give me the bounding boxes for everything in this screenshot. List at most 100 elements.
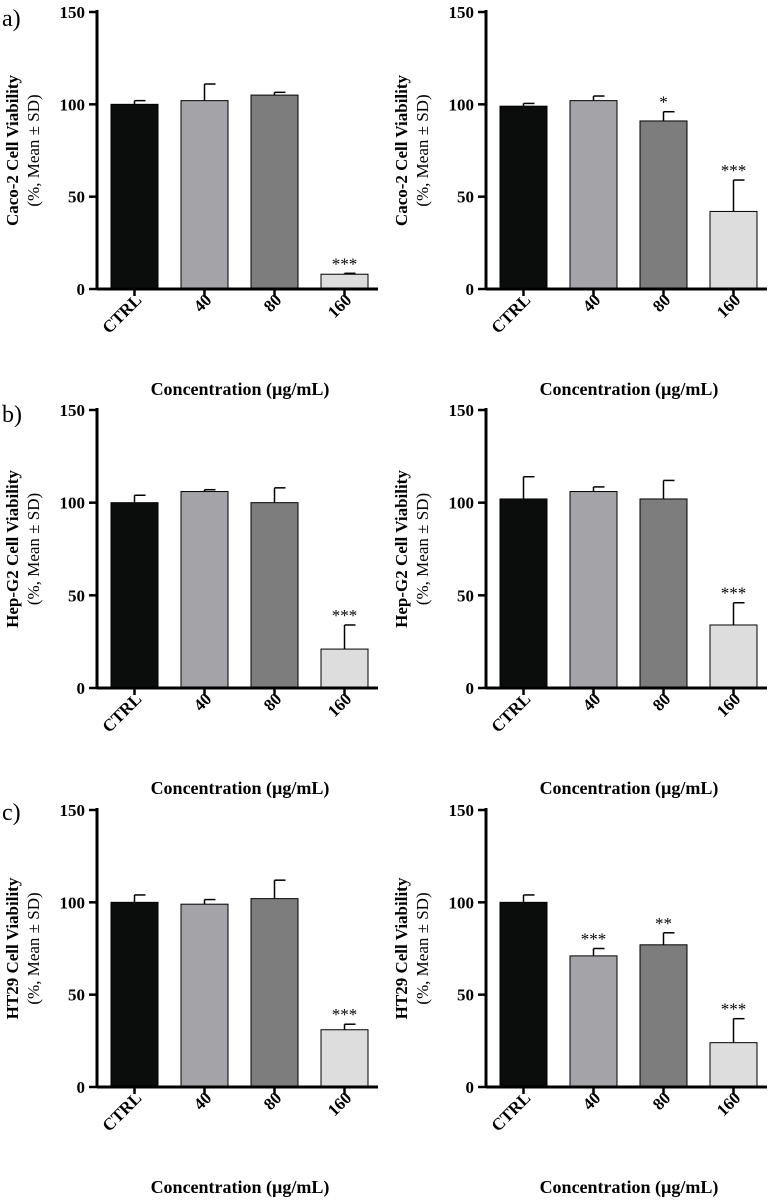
chart-panel: CTRL *** 40 ** 80 *** 160 0 50 100 150 HT29 Cell Vi… <box>392 801 767 1198</box>
x-axis-title: Concentration (µg/mL) <box>540 379 719 400</box>
category-label: 40 <box>579 290 604 315</box>
category-label: 80 <box>649 689 674 714</box>
category-label: CTRL <box>487 1088 534 1135</box>
y-axis-subtitle: (%, Mean ± SD) <box>413 892 432 1004</box>
category-label: CTRL <box>98 290 145 337</box>
bar <box>499 105 548 290</box>
x-axis-title: Concentration (µg/mL) <box>540 778 719 799</box>
y-tick-label: 0 <box>466 280 475 299</box>
category-label: 40 <box>190 290 215 315</box>
category-label: 80 <box>260 689 285 714</box>
y-tick-label: 150 <box>449 801 475 820</box>
bar <box>110 901 159 1088</box>
bar <box>320 1029 369 1088</box>
panel-label-c: c) <box>2 800 21 826</box>
category-label: 40 <box>579 1088 604 1113</box>
category-label: 80 <box>260 1088 285 1113</box>
bar <box>250 898 299 1088</box>
bar <box>569 100 618 290</box>
panel-label-b: b) <box>2 402 22 428</box>
y-tick-label: 100 <box>60 95 86 114</box>
y-axis-subtitle: (%, Mean ± SD) <box>24 892 43 1004</box>
bar <box>320 648 369 689</box>
y-tick-label: 150 <box>60 801 86 820</box>
chart-panel: CTRL 40 * 80 *** 160 0 50 100 150 Caco-2 Cell Viab… <box>392 3 767 400</box>
bar <box>639 498 688 689</box>
significance-label: ** <box>655 914 672 933</box>
y-axis-title: HT29 Cell Viability <box>392 877 411 1019</box>
bar <box>639 120 688 290</box>
y-tick-label: 0 <box>466 1078 475 1097</box>
y-axis-subtitle: (%, Mean ± SD) <box>413 493 432 605</box>
category-label: 160 <box>324 290 355 321</box>
y-tick-label: 150 <box>449 3 475 22</box>
x-axis-title: Concentration (µg/mL) <box>151 778 330 799</box>
y-tick-label: 150 <box>449 401 475 420</box>
y-tick-label: 50 <box>68 986 85 1005</box>
category-label: 80 <box>649 290 674 315</box>
category-label: CTRL <box>487 290 534 337</box>
significance-label: *** <box>721 1000 747 1019</box>
category-label: 160 <box>324 1088 355 1119</box>
y-axis-subtitle: (%, Mean ± SD) <box>24 493 43 605</box>
y-axis-subtitle: (%, Mean ± SD) <box>413 94 432 206</box>
y-tick-label: 100 <box>60 893 86 912</box>
category-label: 40 <box>190 1088 215 1113</box>
chart-panel: CTRL 40 80 *** 160 0 50 100 150 Caco-2 Cell Viabi… <box>3 3 378 400</box>
bar <box>709 210 758 290</box>
bar <box>110 502 159 689</box>
significance-label: *** <box>721 584 747 603</box>
y-tick-label: 100 <box>449 893 475 912</box>
chart-panel: CTRL 40 80 *** 160 0 50 100 150 HT29 Cell Viabili… <box>3 801 378 1198</box>
y-tick-label: 0 <box>77 280 86 299</box>
bar <box>250 502 299 689</box>
category-label: 80 <box>649 1088 674 1113</box>
bar <box>569 491 618 689</box>
x-axis-title: Concentration (µg/mL) <box>151 1177 330 1198</box>
chart-panel: CTRL 40 80 *** 160 0 50 100 150 Hep-G2 Cell Viabi… <box>3 401 378 799</box>
significance-label: *** <box>332 1005 358 1024</box>
y-axis-title: HT29 Cell Viability <box>3 877 22 1019</box>
bar <box>499 498 548 689</box>
significance-label: *** <box>581 930 607 949</box>
bar <box>250 94 299 290</box>
bar <box>709 624 758 689</box>
y-tick-label: 50 <box>457 586 474 605</box>
category-label: 160 <box>713 1088 744 1119</box>
x-axis-title: Concentration (µg/mL) <box>151 379 330 400</box>
category-label: 160 <box>324 689 355 720</box>
y-tick-label: 0 <box>77 1078 86 1097</box>
bar <box>180 491 229 689</box>
category-label: 160 <box>713 689 744 720</box>
significance-label: *** <box>721 161 747 180</box>
bar <box>709 1042 758 1088</box>
y-tick-label: 50 <box>68 188 85 207</box>
bar <box>569 955 618 1088</box>
y-axis-title: Hep-G2 Cell Viability <box>3 470 22 628</box>
bar <box>320 273 369 290</box>
category-label: CTRL <box>487 689 534 736</box>
panel-label-a: a) <box>2 6 21 32</box>
y-tick-label: 150 <box>60 401 86 420</box>
bar <box>180 903 229 1088</box>
y-axis-subtitle: (%, Mean ± SD) <box>24 94 43 206</box>
y-tick-label: 100 <box>60 494 86 513</box>
category-label: 80 <box>260 290 285 315</box>
y-axis-title: Caco-2 Cell Viability <box>3 74 22 226</box>
y-tick-label: 50 <box>68 586 85 605</box>
category-label: 160 <box>713 290 744 321</box>
category-label: 40 <box>190 689 215 714</box>
y-axis-title: Hep-G2 Cell Viability <box>392 470 411 628</box>
y-tick-label: 50 <box>457 188 474 207</box>
bar <box>499 901 548 1088</box>
category-label: CTRL <box>98 1088 145 1135</box>
significance-label: *** <box>332 254 358 273</box>
category-label: 40 <box>579 689 604 714</box>
significance-label: * <box>659 93 668 112</box>
bar <box>180 100 229 290</box>
y-axis-title: Caco-2 Cell Viability <box>392 74 411 226</box>
significance-label: *** <box>332 606 358 625</box>
y-tick-label: 100 <box>449 494 475 513</box>
y-tick-label: 0 <box>77 679 86 698</box>
